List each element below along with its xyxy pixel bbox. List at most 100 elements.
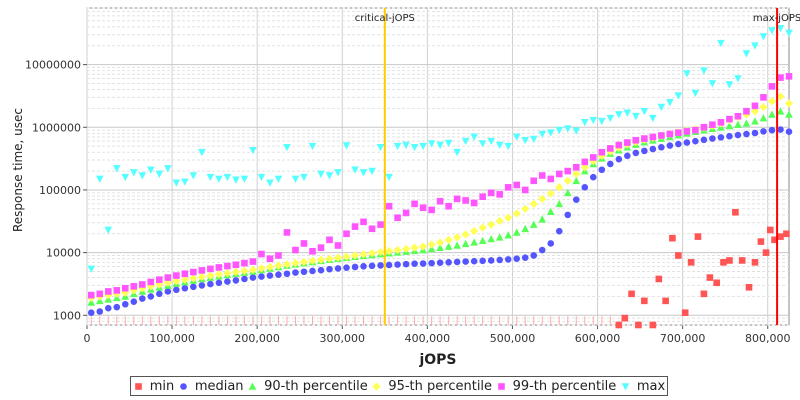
data-point [692, 137, 699, 145]
data-point [598, 117, 606, 126]
legend-marker-shape [372, 381, 381, 391]
data-point [777, 74, 784, 81]
data-point [538, 172, 546, 179]
data-point [291, 175, 300, 183]
data-point [658, 143, 665, 151]
data-point [777, 126, 784, 133]
data-point [717, 119, 725, 126]
data-point [546, 129, 555, 137]
data-point [87, 309, 95, 316]
data-point [776, 24, 785, 33]
y-tick-label: 10000000 [25, 59, 81, 72]
data-point [334, 242, 342, 249]
data-point [343, 264, 350, 271]
data-point [478, 140, 487, 148]
data-point [207, 280, 214, 288]
data-point [428, 259, 435, 267]
data-point [759, 33, 768, 41]
data-point [751, 259, 759, 266]
data-point [113, 287, 121, 294]
data-point [681, 309, 689, 316]
data-point [292, 246, 299, 254]
data-point [658, 132, 665, 139]
data-point [445, 202, 452, 210]
data-point [241, 275, 248, 283]
data-point [436, 141, 444, 150]
data-point [700, 136, 708, 144]
data-point [768, 110, 776, 118]
data-point [121, 300, 129, 308]
data-point [495, 141, 504, 150]
data-point [649, 133, 657, 141]
data-point [783, 230, 790, 238]
data-point [410, 143, 419, 152]
grid-lines [83, 7, 789, 329]
data-point [759, 102, 768, 112]
data-point [198, 267, 206, 274]
data-point [580, 119, 589, 127]
data-point [248, 265, 258, 274]
data-point [257, 173, 266, 182]
data-point [343, 230, 350, 238]
data-point [487, 220, 496, 229]
data-point [342, 142, 351, 150]
data-point [147, 166, 155, 174]
data-point [742, 50, 751, 58]
x-tick-label: 500,000 [490, 332, 536, 345]
data-point [173, 286, 180, 294]
legend-item: 90-th percentile [247, 379, 368, 394]
data-point [766, 226, 774, 234]
x-axis-label: jOPS [418, 352, 456, 368]
data-point [453, 233, 462, 242]
data-point [635, 321, 642, 329]
data-point [720, 259, 727, 266]
data-point [734, 131, 742, 139]
data-point [258, 250, 265, 258]
data-point [461, 239, 470, 248]
data-point [757, 238, 765, 245]
data-point [470, 257, 478, 265]
data-point [768, 27, 776, 35]
data-point [495, 233, 504, 241]
data-point [326, 236, 333, 244]
data-point [367, 249, 377, 258]
data-point [462, 197, 469, 204]
data-point [410, 243, 419, 252]
data-point [359, 250, 368, 259]
data-point [649, 114, 657, 123]
data-point [470, 199, 478, 207]
legend-marker [497, 382, 505, 390]
data-point [283, 143, 291, 152]
data-point [308, 256, 317, 265]
data-point [700, 123, 708, 131]
data-point [282, 260, 292, 269]
data-point [436, 197, 444, 205]
data-point [206, 173, 215, 182]
data-point [197, 272, 206, 281]
data-point [428, 206, 435, 214]
data-point [334, 169, 342, 177]
data-point [538, 215, 547, 223]
y-tick-label: 100000 [39, 184, 81, 197]
data-point [444, 242, 453, 250]
data-point [521, 254, 529, 261]
y-tick-label: 1000 [53, 309, 81, 322]
data-point [487, 257, 495, 264]
data-point [258, 273, 265, 280]
data-point [300, 240, 308, 247]
data-point [777, 233, 784, 240]
data-point [96, 308, 104, 315]
data-point [709, 121, 716, 128]
data-point [453, 148, 461, 157]
data-point [232, 261, 240, 269]
data-point [750, 107, 760, 116]
data-point [401, 244, 411, 253]
data-point [104, 288, 112, 295]
legend-marker [180, 382, 187, 390]
x-tick-label: 100,000 [149, 332, 195, 345]
data-point [411, 200, 418, 208]
data-point [683, 70, 691, 78]
data-point [351, 263, 359, 271]
data-point [436, 238, 445, 247]
data-point [563, 188, 572, 197]
